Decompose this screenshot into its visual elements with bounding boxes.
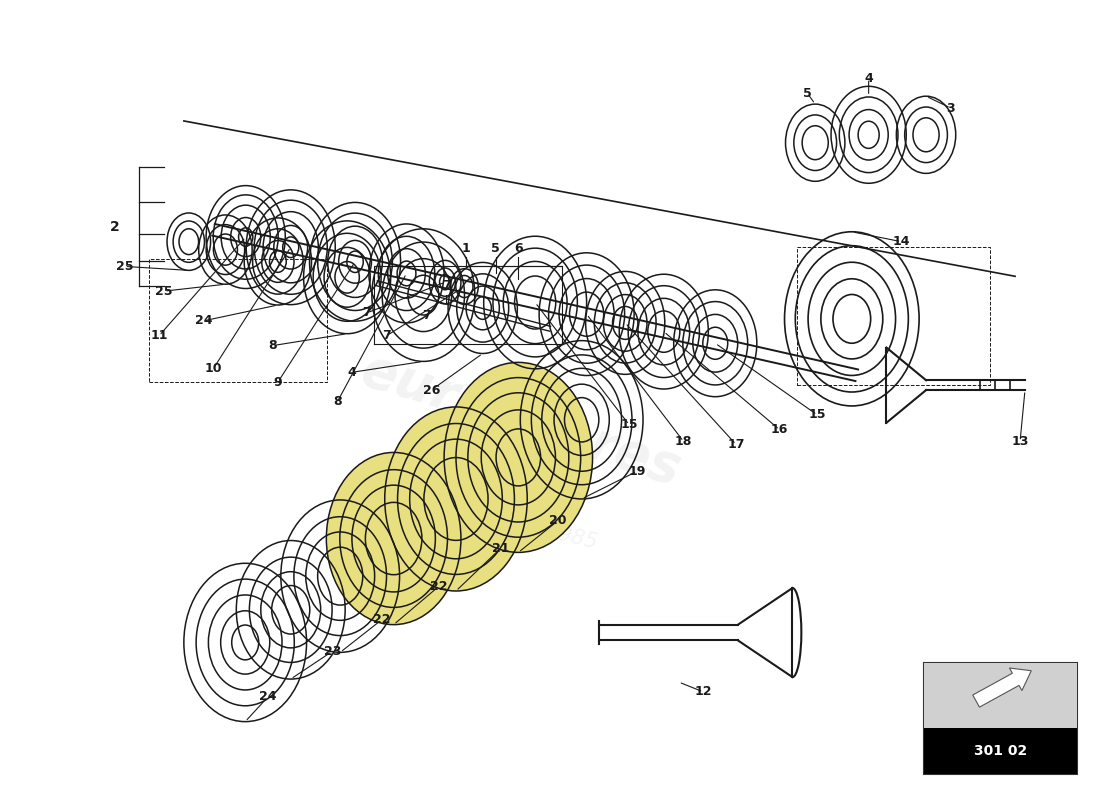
Text: 17: 17 (727, 438, 745, 451)
Text: 11: 11 (151, 329, 168, 342)
Text: 25: 25 (155, 285, 173, 298)
Text: 25: 25 (116, 260, 133, 273)
Text: eurospares: eurospares (354, 343, 686, 496)
Text: 13: 13 (1011, 435, 1028, 448)
Bar (924, 727, 1077, 774)
Text: 7: 7 (422, 309, 431, 322)
Text: 15: 15 (808, 408, 826, 422)
Text: 22: 22 (373, 613, 390, 626)
Bar (924, 663, 1077, 727)
Text: a passion born in 1985: a passion born in 1985 (363, 475, 598, 552)
Bar (924, 663, 1077, 774)
Text: 14: 14 (892, 235, 910, 248)
Text: 5: 5 (492, 242, 499, 254)
Text: 19: 19 (628, 465, 646, 478)
Ellipse shape (444, 362, 593, 552)
Text: 7: 7 (383, 329, 392, 342)
Text: 4: 4 (865, 72, 873, 85)
Text: 15: 15 (620, 418, 638, 431)
Text: 12: 12 (694, 686, 712, 698)
Text: 23: 23 (323, 645, 341, 658)
Text: 301 02: 301 02 (975, 744, 1027, 758)
Text: 8: 8 (333, 395, 342, 409)
Text: 7: 7 (363, 306, 372, 319)
Text: 21: 21 (492, 542, 509, 555)
Text: 24: 24 (260, 690, 277, 703)
Text: 22: 22 (430, 579, 448, 593)
Text: 10: 10 (205, 362, 222, 375)
Text: 20: 20 (549, 514, 566, 527)
Text: 2: 2 (110, 220, 120, 234)
Text: 7: 7 (442, 279, 451, 292)
Text: 3: 3 (946, 102, 955, 114)
Text: 9: 9 (274, 376, 283, 389)
Text: 6: 6 (514, 242, 522, 254)
Ellipse shape (385, 407, 527, 591)
Text: 16: 16 (771, 423, 789, 436)
Text: 26: 26 (422, 384, 440, 397)
Text: 5: 5 (803, 86, 812, 100)
Text: 24: 24 (195, 314, 212, 327)
Text: 4: 4 (348, 366, 356, 378)
FancyArrow shape (972, 668, 1032, 707)
Text: 8: 8 (268, 339, 277, 352)
Ellipse shape (327, 453, 461, 625)
Text: 18: 18 (675, 435, 692, 448)
Text: 1: 1 (462, 242, 471, 254)
